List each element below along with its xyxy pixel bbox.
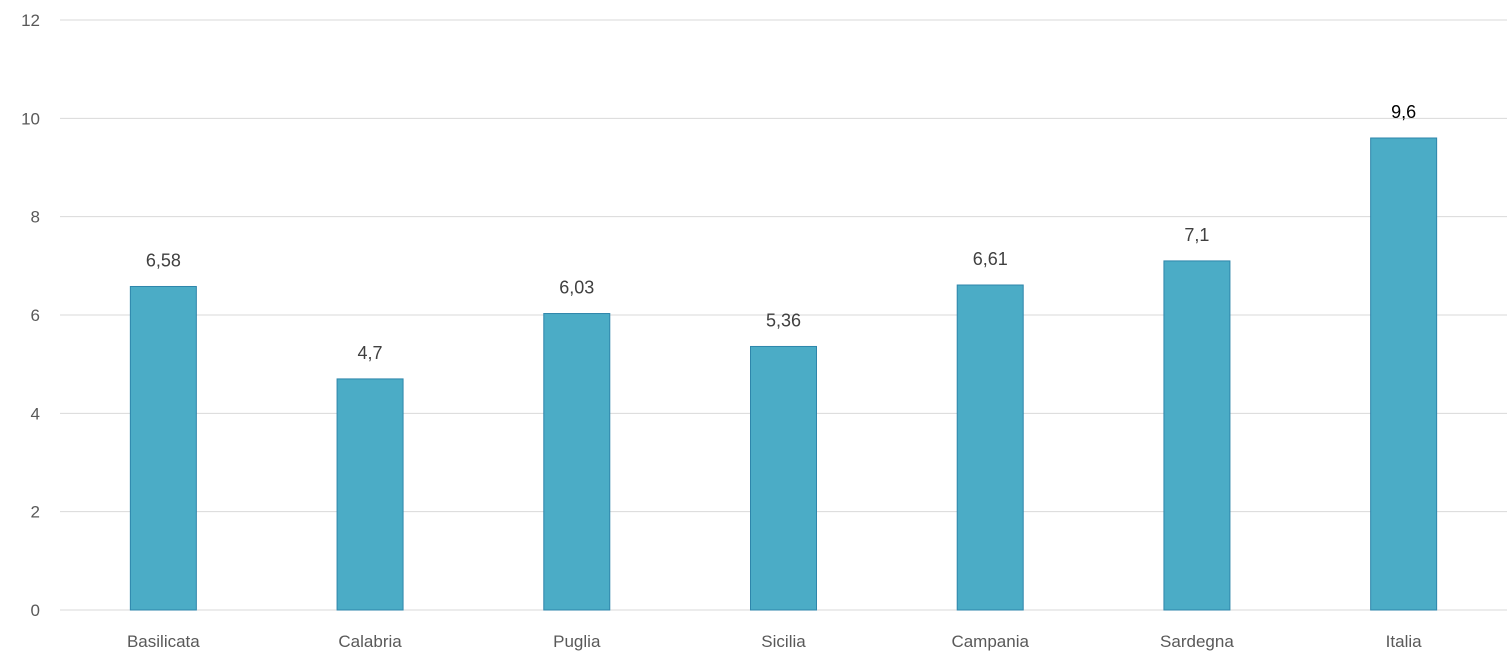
y-tick-label: 10 xyxy=(21,109,40,128)
x-category-label-italia: Italia xyxy=(1386,632,1422,651)
x-category-label-basilicata: Basilicata xyxy=(127,632,200,651)
y-tick-label: 4 xyxy=(31,404,40,423)
x-category-label-sicilia: Sicilia xyxy=(761,632,806,651)
data-labels: 6,58 4,7 6,03 5,36 6,61 7,1 9,6 xyxy=(146,102,1416,363)
y-tick-label: 12 xyxy=(21,11,40,30)
data-label-italia: 9,6 xyxy=(1391,102,1416,122)
data-label-puglia: 6,03 xyxy=(559,278,594,298)
y-tick-label: 8 xyxy=(31,208,40,227)
y-tick-label: 0 xyxy=(31,601,40,620)
bar-basilicata xyxy=(129,285,197,611)
bar-campania xyxy=(956,284,1024,611)
bar-calabria xyxy=(336,378,404,611)
y-tick-label: 2 xyxy=(31,503,40,522)
x-category-label-campania: Campania xyxy=(951,632,1029,651)
x-category-label-calabria: Calabria xyxy=(338,632,402,651)
y-tick-label: 6 xyxy=(31,306,40,325)
data-label-sardegna: 7,1 xyxy=(1184,225,1209,245)
x-axis-categories: Basilicata Calabria Puglia Sicilia Campania S… xyxy=(127,632,1422,651)
data-label-calabria: 4,7 xyxy=(358,343,383,363)
bar-italia xyxy=(1370,137,1438,611)
bars xyxy=(129,137,1438,611)
bar-sicilia xyxy=(750,345,817,611)
bar-puglia xyxy=(543,313,611,611)
bar-sardegna xyxy=(1163,260,1231,611)
x-category-label-sardegna: Sardegna xyxy=(1160,632,1234,651)
data-label-campania: 6,61 xyxy=(973,249,1008,269)
data-label-sicilia: 5,36 xyxy=(766,310,801,330)
x-category-label-puglia: Puglia xyxy=(553,632,601,651)
y-axis-ticks: 0 2 4 6 8 10 12 xyxy=(21,11,40,620)
data-label-basilicata: 6,58 xyxy=(146,250,181,270)
